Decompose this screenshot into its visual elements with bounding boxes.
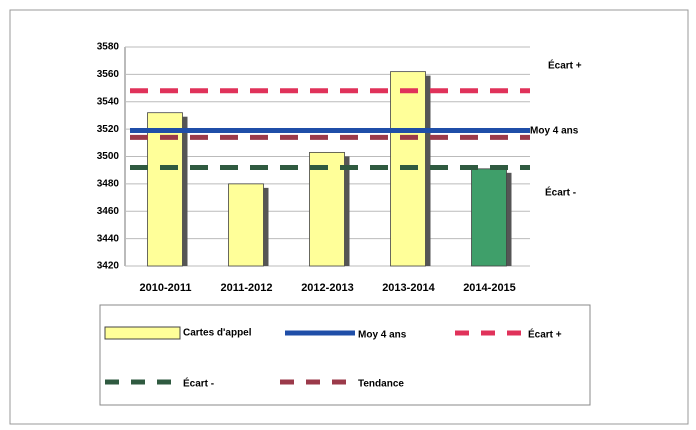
y-tick-label: 3420 [97,261,120,272]
y-tick-label: 3580 [97,42,120,53]
x-tick-label: 2011-2012 [221,282,273,294]
legend-label: Écart + [528,328,562,341]
y-tick-label: 3440 [97,233,120,244]
annotation: Écart + [548,59,582,72]
legend-label: Écart - [183,377,214,390]
legend-swatch [104,326,181,340]
x-tick-label: 2010-2011 [140,282,192,294]
y-tick-label: 3460 [97,206,120,217]
y-tick-label: 3480 [97,179,120,190]
annotation: Moy 4 ans [530,126,579,137]
annotation: Écart - [545,186,576,199]
bar [309,151,345,267]
legend-frame [99,304,591,406]
x-tick-label: 2014-2015 [463,282,516,294]
legend-label: Moy 4 ans [358,330,407,341]
x-tick-label: 2012-2013 [301,282,354,294]
bar [228,183,264,267]
x-tick-label: 2013-2014 [382,282,435,294]
y-tick-label: 3500 [97,151,120,162]
legend-label: Tendance [358,379,404,390]
bar [471,168,507,267]
legend-label: Cartes d'appel [183,328,252,339]
y-tick-label: 3520 [97,124,120,135]
y-tick-label: 3560 [97,69,120,80]
y-tick-label: 3540 [97,96,120,107]
